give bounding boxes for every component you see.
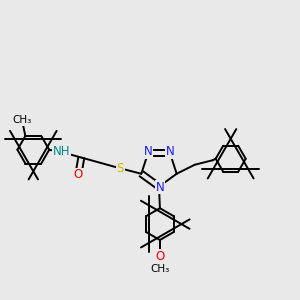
Text: S: S <box>117 162 124 175</box>
Text: CH₃: CH₃ <box>150 263 170 274</box>
Text: O: O <box>155 250 164 263</box>
Text: CH₃: CH₃ <box>13 115 32 125</box>
Text: N: N <box>166 145 174 158</box>
Text: NH: NH <box>53 145 70 158</box>
Text: N: N <box>144 145 152 158</box>
Text: O: O <box>74 168 83 182</box>
Text: N: N <box>155 181 164 194</box>
